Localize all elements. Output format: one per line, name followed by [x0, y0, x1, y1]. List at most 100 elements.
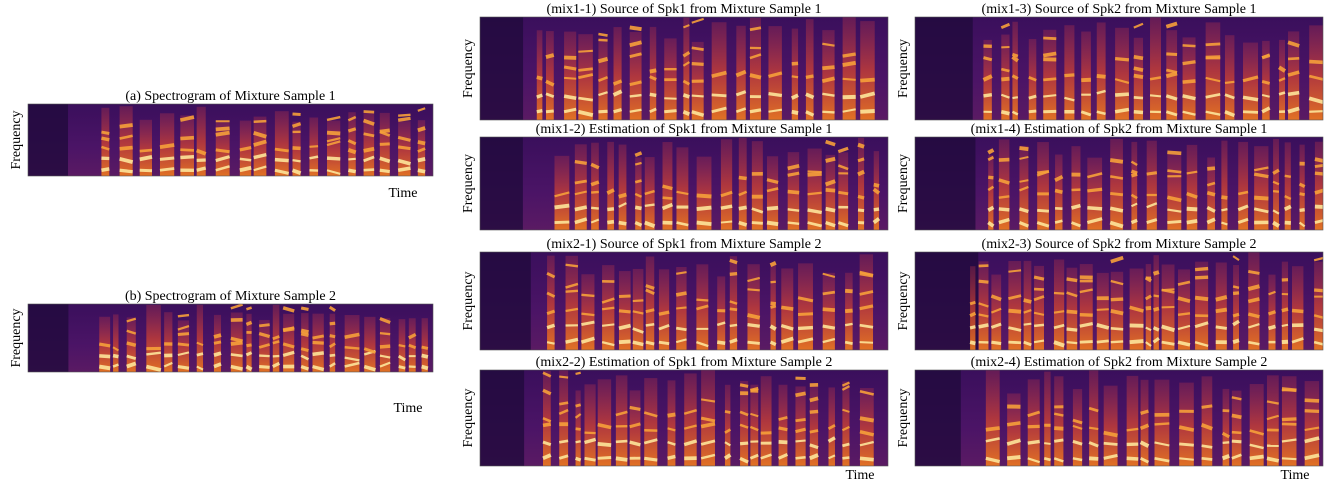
- silence-region: [28, 104, 69, 176]
- harmonic: [1006, 438, 1021, 446]
- harmonic: [1281, 457, 1297, 461]
- harmonic: [196, 352, 204, 357]
- harmonic: [700, 416, 716, 423]
- harmonic: [1314, 188, 1323, 195]
- spectrogram: [914, 136, 1324, 231]
- harmonic: [196, 148, 207, 156]
- harmonic: [716, 340, 726, 346]
- energy-streak: [1037, 142, 1049, 230]
- harmonic: [1177, 324, 1191, 331]
- y-axis-label: Frequency: [461, 388, 476, 447]
- harmonic: [1110, 175, 1124, 180]
- harmonic: [274, 147, 289, 153]
- harmonic: [828, 454, 836, 460]
- harmonic: [729, 271, 738, 276]
- harmonic: [1206, 190, 1216, 197]
- harmonic: [1072, 418, 1083, 425]
- energy-streak: [1054, 376, 1064, 466]
- y-axis-label: Frequency: [461, 154, 476, 213]
- energy-streak: [363, 112, 375, 176]
- harmonic: [667, 440, 676, 446]
- harmonic: [739, 456, 749, 464]
- harmonic: [795, 418, 806, 423]
- harmonic: [397, 354, 407, 362]
- harmonic: [1161, 288, 1175, 294]
- harmonic: [1023, 340, 1032, 347]
- harmonic: [1037, 170, 1050, 175]
- harmonic: [1043, 77, 1057, 82]
- harmonic: [1165, 68, 1178, 74]
- energy-streak: [1201, 376, 1213, 466]
- harmonic: [662, 184, 673, 191]
- harmonic: [809, 396, 819, 403]
- harmonic: [1299, 208, 1305, 213]
- harmonic: [842, 108, 856, 113]
- harmonic: [363, 364, 376, 372]
- harmonic: [1066, 309, 1078, 315]
- harmonic: [1247, 322, 1260, 329]
- energy-streak: [1195, 261, 1209, 350]
- harmonic: [300, 364, 310, 371]
- harmonic: [661, 202, 674, 211]
- harmonic: [675, 291, 687, 297]
- energy-streak: [1153, 255, 1159, 350]
- harmonic: [542, 453, 552, 461]
- harmonic: [1186, 219, 1198, 225]
- harmonic: [747, 340, 760, 345]
- harmonic: [998, 207, 1010, 212]
- harmonic: [675, 338, 687, 344]
- harmonic: [408, 343, 417, 350]
- harmonic: [1313, 288, 1323, 293]
- harmonic: [797, 337, 814, 344]
- harmonic: [629, 93, 642, 98]
- spectrogram: [27, 103, 434, 177]
- harmonic: [213, 351, 222, 357]
- harmonic: [658, 310, 670, 316]
- harmonic: [1139, 423, 1150, 431]
- harmonic: [1287, 40, 1300, 48]
- harmonic: [1008, 326, 1022, 332]
- energy-streak: [1044, 371, 1051, 466]
- harmonic: [615, 410, 628, 417]
- harmonic: [1154, 422, 1170, 426]
- y-axis-label: Frequency: [461, 39, 476, 98]
- harmonic: [259, 364, 270, 369]
- energy-streak: [164, 312, 173, 372]
- energy-streak: [635, 157, 642, 230]
- harmonic: [597, 456, 612, 460]
- harmonic: [872, 187, 881, 195]
- harmonic: [344, 332, 360, 339]
- harmonic: [821, 76, 836, 83]
- energy-streak: [1064, 25, 1075, 120]
- harmonic: [739, 410, 749, 417]
- harmonic: [1237, 190, 1249, 196]
- energy-streak: [574, 144, 587, 230]
- harmonic: [417, 168, 426, 174]
- harmonic: [859, 290, 874, 296]
- harmonic: [1133, 109, 1144, 115]
- harmonic: [578, 73, 594, 80]
- harmonic: [1114, 78, 1130, 84]
- harmonic: [844, 322, 853, 327]
- harmonic: [1186, 206, 1198, 212]
- panel-frame: [27, 303, 434, 373]
- energy-streak: [1081, 31, 1091, 120]
- harmonic: [998, 195, 1010, 199]
- harmonic: [542, 417, 552, 423]
- energy-streak: [805, 19, 814, 120]
- harmonic: [696, 341, 709, 348]
- harmonic: [1268, 290, 1276, 296]
- harmonic: [591, 190, 599, 194]
- harmonic: [581, 312, 595, 317]
- energy-streak: [676, 147, 689, 230]
- harmonic: [274, 168, 290, 175]
- harmonic: [1165, 94, 1178, 101]
- harmonic: [749, 26, 762, 32]
- energy-streak: [822, 30, 835, 120]
- harmonic: [291, 168, 302, 176]
- panel-frame: [914, 369, 1324, 467]
- harmonic: [683, 424, 697, 430]
- harmonic: [1308, 74, 1323, 81]
- harmonic: [1146, 202, 1158, 209]
- harmonic: [643, 411, 658, 418]
